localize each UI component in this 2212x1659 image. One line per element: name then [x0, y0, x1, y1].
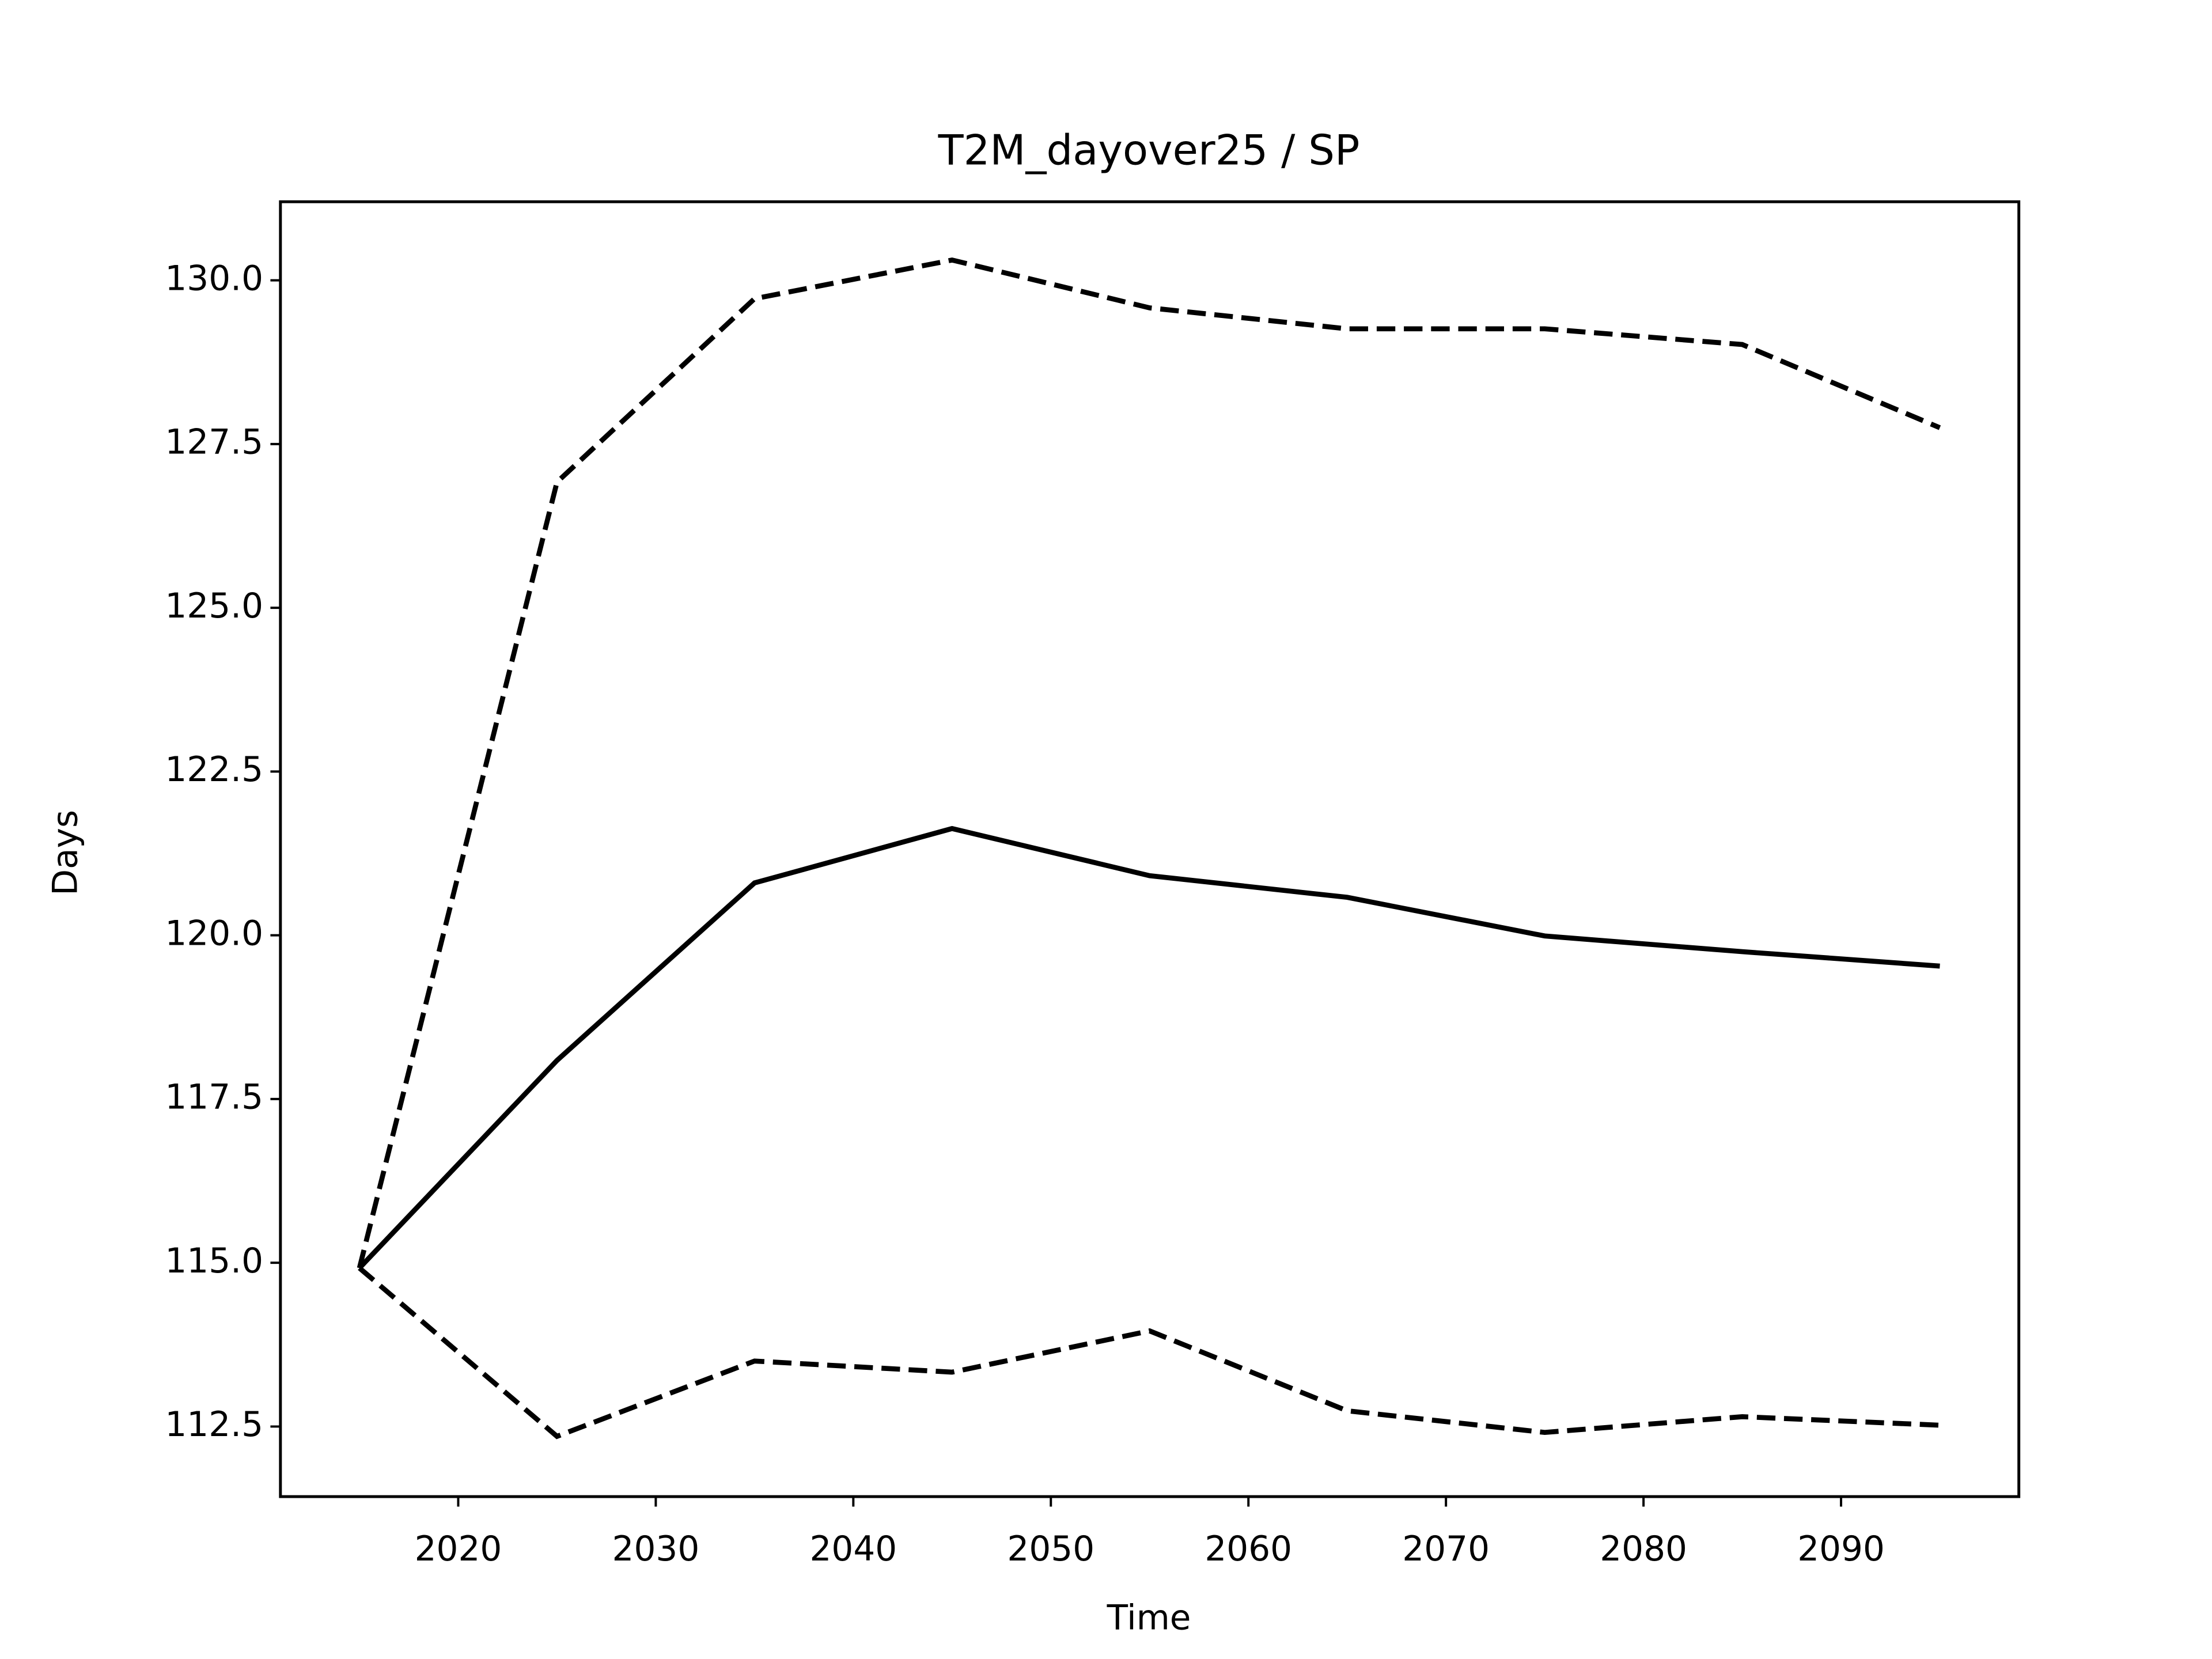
y-tick-label: 125.0 — [165, 586, 263, 626]
y-tick-label: 112.5 — [165, 1405, 263, 1445]
x-tick-label: 2050 — [1007, 1529, 1094, 1569]
x-tick-label: 2040 — [809, 1529, 897, 1569]
x-tick-label: 2020 — [415, 1529, 502, 1569]
data-line — [358, 1266, 1940, 1440]
x-axis-label: Time — [1107, 1598, 1191, 1638]
x-tick-label: 2070 — [1402, 1529, 1490, 1569]
y-tick-label: 127.5 — [165, 423, 263, 463]
y-tick-label: 130.0 — [165, 259, 263, 298]
chart-title: T2M_dayover25 / SP — [938, 126, 1360, 174]
y-tick-label: 120.0 — [165, 914, 263, 953]
y-tick-label: 122.5 — [165, 750, 263, 790]
y-tick-label: 115.0 — [165, 1241, 263, 1281]
plot-frame — [279, 200, 2021, 1498]
data-line — [357, 257, 1941, 1269]
x-tick-label: 2060 — [1205, 1529, 1292, 1569]
data-line — [357, 825, 1940, 1270]
y-tick-label: 117.5 — [165, 1078, 263, 1118]
y-axis-label: Days — [46, 810, 85, 896]
x-tick-label: 2090 — [1797, 1529, 1885, 1569]
x-tick-label: 2080 — [1600, 1529, 1687, 1569]
x-tick-label: 2030 — [612, 1529, 700, 1569]
